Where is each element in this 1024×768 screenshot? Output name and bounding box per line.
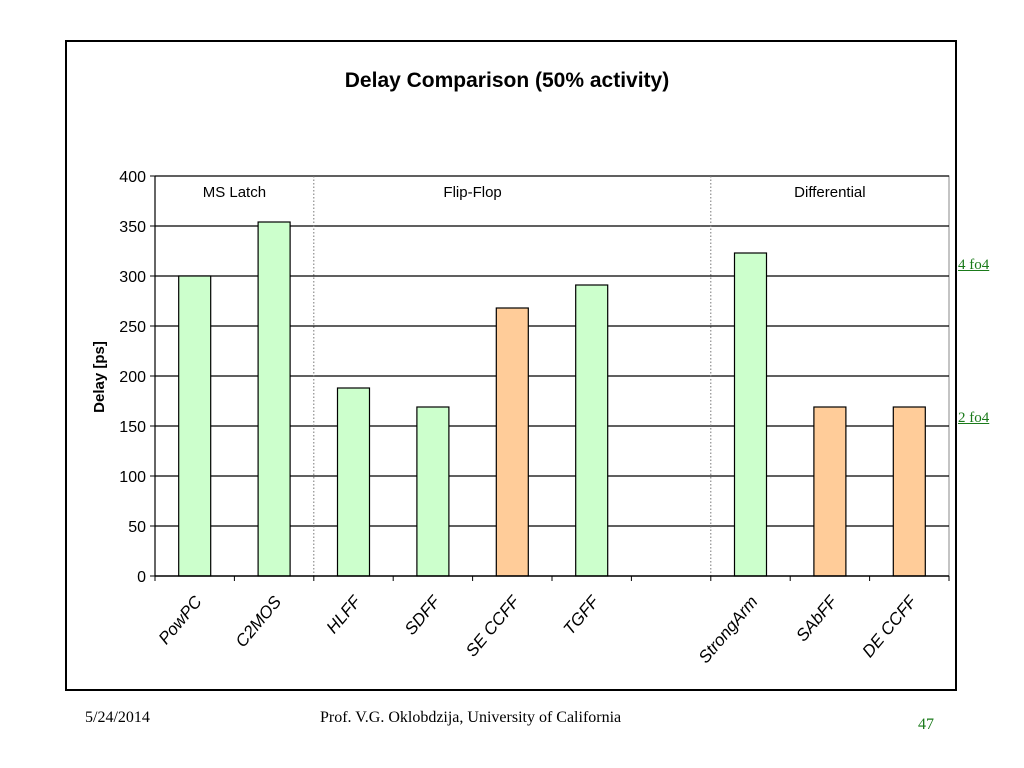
bar-powpc [178, 275, 212, 577]
y-tick-label: 350 [119, 219, 146, 236]
y-tick-label: 250 [119, 319, 146, 336]
x-tick-label: HLFF [323, 591, 366, 637]
group-label: Flip-Flop [443, 184, 501, 201]
bar-strongarm [733, 252, 768, 577]
delay-chart: Delay Comparison (50% activity) Delay [p… [91, 69, 950, 667]
x-tick-label: SE CCFF [462, 591, 524, 660]
bar-de-ccff [892, 406, 926, 577]
y-tick-label: 300 [119, 269, 146, 286]
x-tick-label: SDFF [401, 591, 445, 638]
footer-credit: Prof. V.G. Oklobdzija, University of Cal… [320, 709, 622, 726]
y-tick-label: 400 [119, 169, 146, 186]
group-label: Differential [794, 184, 865, 201]
y-tick-label: 100 [119, 469, 146, 486]
x-tick-label: C2MOS [232, 592, 286, 651]
x-tick-label: SAbFF [792, 591, 842, 645]
fo4-upper-annotation: 4 fo4 [958, 257, 990, 273]
page-number: 47 [918, 716, 934, 733]
y-tick-label: 0 [137, 569, 146, 586]
bar-hlff [336, 387, 371, 577]
y-tick-label: 200 [119, 369, 146, 386]
bar-sabff [813, 406, 847, 577]
x-tick-label: DE CCFF [858, 591, 921, 661]
y-axis-label: Delay [ps] [91, 341, 108, 413]
y-tick-label: 50 [128, 519, 146, 536]
group-label: MS Latch [203, 184, 266, 201]
chart-title: Delay Comparison (50% activity) [345, 69, 669, 92]
y-tick-label: 150 [119, 419, 146, 436]
footer-date: 5/24/2014 [85, 709, 150, 726]
bar-tgff [575, 284, 609, 577]
x-tick-label: StrongArm [695, 592, 762, 666]
bar-c2mos [257, 221, 291, 577]
chart-frame: Delay Comparison (50% activity) Delay [p… [65, 40, 957, 691]
fo4-lower-annotation: 2 fo4 [958, 410, 990, 426]
x-tick-label: PowPC [155, 592, 206, 648]
bar-sdff [416, 406, 450, 577]
bar-se-ccff [495, 307, 529, 577]
x-tick-label: TGFF [560, 591, 604, 638]
